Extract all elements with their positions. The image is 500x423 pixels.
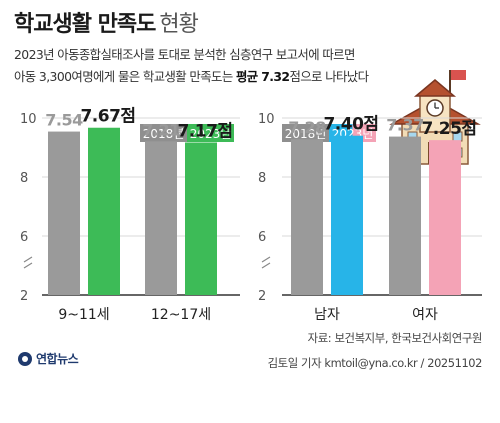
page-title: 학교생활 만족도 현황 <box>14 6 199 38</box>
y-tick-label-1-6: 6 <box>258 230 266 245</box>
y-tick-label-1-8: 8 <box>258 171 266 186</box>
category-label-1-0: 남자 <box>314 307 340 323</box>
value-label-1-0-0: 7.28 <box>288 118 326 137</box>
value-label-0-0-0: 7.54 <box>45 111 83 130</box>
category-label-1-1: 여자 <box>412 307 438 323</box>
legend-label-1-0: 2018년 <box>285 127 327 141</box>
subtitle-line-2: 아동 3,300여명에게 물은 학교생활 만족도는 평균 7.32점으로 나타났… <box>14 66 369 88</box>
y-tick-label-0-2: 2 <box>20 289 28 304</box>
yonhap-logo-icon <box>18 351 32 366</box>
subtitle-line-1: 2023년 아동종합실태조사를 토대로 분석한 심층연구 보고서에 따르면 <box>14 47 355 62</box>
legend-swatch-0-1 <box>187 124 234 142</box>
bar-0-0-0 <box>48 131 80 295</box>
value-label-1-0-1: 7.37 <box>386 116 423 135</box>
bar-0-1-0 <box>88 127 120 295</box>
title-main: 학교생활 만족도 <box>14 12 156 37</box>
category-label-0-0: 9~11세 <box>58 307 109 323</box>
value-label-0-1-0: 7.67점 <box>80 107 135 127</box>
subtitle-line-2-suffix: 점으로 나타났다 <box>289 69 369 84</box>
yonhap-logo: 연합뉴스 <box>18 350 79 367</box>
value-label-0-0-1: 7.21 <box>142 120 180 139</box>
bar-1-0-1 <box>389 136 421 295</box>
axis-break-1 <box>261 256 271 269</box>
category-label-0-1: 12~17세 <box>151 307 211 323</box>
y-tick-label-0-10: 10 <box>20 112 37 127</box>
credit-line: 김토일 기자 kmtoil@yna.co.kr / 20251102 <box>267 356 483 370</box>
subtitle: 2023년 아동종합실태조사를 토대로 분석한 심층연구 보고서에 따르면 아동… <box>14 44 369 88</box>
y-tick-label-1-2: 2 <box>258 289 266 304</box>
subtitle-average: 평균 7.32 <box>235 69 290 84</box>
y-tick-label-1-10: 10 <box>258 112 275 127</box>
bar-1-1-1 <box>429 140 461 295</box>
legend-swatch-0-0 <box>140 124 187 142</box>
bar-0-0-1 <box>145 141 177 295</box>
value-label-1-1-1: 7.25점 <box>421 119 476 139</box>
y-tick-label-0-8: 8 <box>20 171 28 186</box>
y-tick-label-0-6: 6 <box>20 230 28 245</box>
bar-0-1-1 <box>185 142 217 295</box>
legend-label-0-1: 2023년 <box>190 127 232 141</box>
value-label-1-1-0: 7.40점 <box>323 115 378 135</box>
legend-label-0-0: 2018년 <box>143 127 185 141</box>
bar-1-1-0 <box>331 135 363 295</box>
logo-text: 연합뉴스 <box>36 352 79 366</box>
subtitle-line-2-prefix: 아동 3,300여명에게 물은 학교생활 만족도는 <box>14 69 236 84</box>
value-label-0-1-1: 7.17점 <box>177 121 232 141</box>
axis-break-0 <box>23 256 33 269</box>
legend-swatch-1-0 <box>282 124 329 142</box>
title-sub: 현황 <box>159 12 198 37</box>
source-note: 자료: 보건복지부, 한국보건사회연구원 <box>307 331 483 345</box>
bar-1-0-0 <box>291 139 323 295</box>
